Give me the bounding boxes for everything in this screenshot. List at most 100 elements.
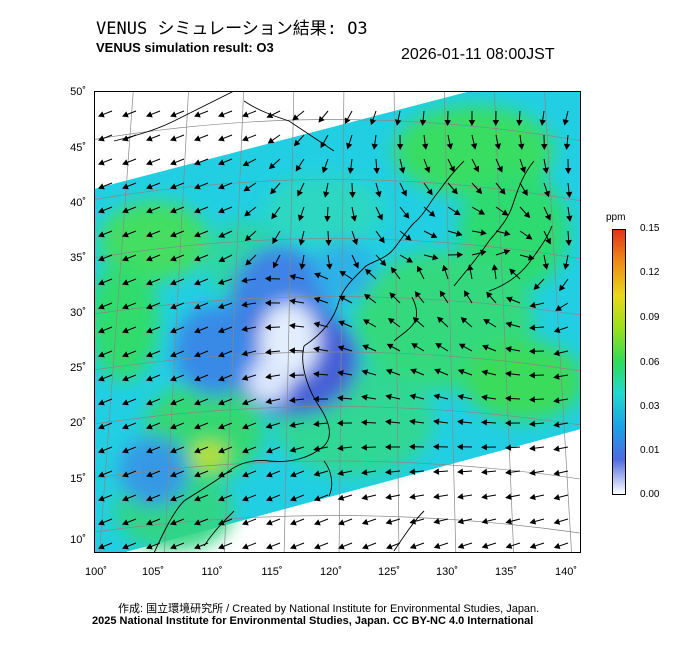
wind-arrowhead — [320, 141, 327, 149]
wind-arrowhead — [503, 249, 511, 256]
credit-japanese: 作成: 国立環境研究所 / Created by National Instit… — [118, 603, 540, 615]
wind-arrowhead — [266, 447, 273, 454]
wind-arrowhead — [446, 143, 454, 150]
wind-arrowhead — [98, 207, 105, 214]
lon-label-125: 125˚ — [377, 566, 401, 578]
wind-arrowhead — [98, 159, 105, 166]
wind-arrowhead — [428, 210, 436, 217]
wind-arrowhead — [194, 375, 201, 382]
title-japanese: VENUS シミュレーション結果: O3 — [96, 19, 368, 39]
wind-arrowhead — [122, 231, 129, 238]
wind-arrowhead — [244, 234, 252, 242]
wind-arrowhead — [361, 394, 368, 401]
wind-arrowhead — [242, 160, 250, 167]
wind-arrowhead — [318, 115, 325, 123]
wind-arrowhead — [505, 321, 513, 328]
wind-arrowhead — [267, 137, 275, 144]
wind-arrowhead — [481, 394, 488, 401]
wind-arrowhead — [194, 279, 201, 286]
colorbar-tick-0.01: 0.01 — [640, 445, 660, 456]
wind-arrowhead — [371, 143, 378, 150]
wind-arrowhead — [266, 495, 273, 502]
wind-arrowhead — [146, 375, 153, 382]
wind-arrowhead — [481, 542, 489, 549]
wind-arrowhead — [434, 368, 441, 375]
wind-arrowhead — [473, 165, 480, 173]
wind-arrowhead — [242, 543, 249, 550]
wind-arrowhead — [266, 471, 273, 478]
wind-arrowhead — [379, 259, 387, 267]
lat-label-20: 20˚ — [70, 417, 86, 429]
lat-label-45: 45˚ — [70, 142, 86, 154]
wind-arrowhead — [409, 393, 417, 400]
wind-arrowhead — [457, 251, 464, 259]
wind-vectors — [98, 110, 573, 550]
wind-arrowhead — [505, 346, 512, 353]
wind-arrowhead — [314, 519, 321, 526]
wind-arrowhead — [266, 112, 274, 118]
wind-arrowhead — [562, 119, 569, 126]
wind-arrowhead — [350, 215, 358, 222]
lon-label-140: 140˚ — [554, 566, 578, 578]
lon-label-110: 110˚ — [201, 566, 223, 578]
wind-arrowhead — [483, 318, 491, 325]
wind-arrowhead — [432, 468, 440, 475]
wind-arrowhead — [433, 542, 441, 549]
wind-arrowhead — [468, 120, 476, 127]
wind-arrowhead — [457, 368, 465, 375]
wind-arrowhead — [545, 237, 551, 245]
wind-arrowhead — [194, 135, 201, 142]
wind-arrowhead — [480, 229, 487, 236]
wind-arrowhead — [352, 261, 359, 269]
wind-arrowhead — [505, 518, 512, 525]
wind-arrowhead — [218, 423, 225, 430]
wind-arrowhead — [313, 370, 320, 378]
wind-arrowhead — [481, 369, 488, 376]
wind-arrowhead — [194, 423, 201, 430]
wind-arrowhead — [243, 185, 251, 192]
colorbar-tick-0.09: 0.09 — [640, 312, 660, 323]
wind-arrowhead — [218, 495, 225, 502]
wind-arrowhead — [98, 375, 105, 382]
wind-arrowhead — [486, 291, 493, 299]
wind-arrowhead — [272, 237, 279, 244]
wind-arrowhead — [313, 470, 321, 477]
wind-arrowhead — [288, 347, 296, 354]
wind-arrowhead — [337, 345, 345, 352]
wind-arrowhead — [122, 183, 129, 190]
wind-arrowhead — [218, 135, 225, 142]
wind-arrowhead — [504, 419, 511, 427]
wind-arrowhead — [521, 189, 528, 196]
wind-arrowhead — [544, 213, 551, 221]
title-english: VENUS simulation result: O3 — [96, 40, 274, 55]
wind-arrowhead — [146, 351, 153, 358]
wind-arrowhead — [299, 263, 306, 270]
wind-arrowhead — [313, 296, 321, 304]
wind-arrowhead — [146, 303, 153, 310]
wind-arrowhead — [501, 209, 509, 216]
wind-arrowhead — [122, 303, 129, 310]
wind-arrowhead — [298, 239, 306, 246]
wind-arrowhead — [505, 370, 512, 378]
wind-arrowhead — [351, 238, 359, 246]
wind-arrowhead — [505, 468, 512, 476]
wind-arrowhead — [385, 418, 392, 426]
wind-arrowhead — [470, 143, 478, 150]
wind-arrowhead — [337, 469, 344, 477]
wind-arrowhead — [439, 290, 446, 298]
wind-arrowhead — [98, 183, 105, 190]
wind-arrowhead — [481, 468, 488, 476]
wind-arrowhead — [266, 519, 273, 526]
wind-arrowhead — [457, 418, 464, 426]
wind-arrowhead — [424, 166, 431, 174]
wind-arrowhead — [122, 423, 129, 430]
wind-arrowhead — [362, 543, 369, 550]
wind-arrowhead — [146, 207, 153, 214]
wind-arrowhead — [265, 348, 272, 356]
wind-arrowhead — [565, 191, 573, 198]
wind-arrowhead — [194, 159, 201, 166]
wind-arrowhead — [408, 443, 415, 451]
wind-arrowhead — [98, 255, 105, 262]
wind-arrowhead — [146, 159, 153, 166]
wind-arrowhead — [290, 543, 297, 550]
